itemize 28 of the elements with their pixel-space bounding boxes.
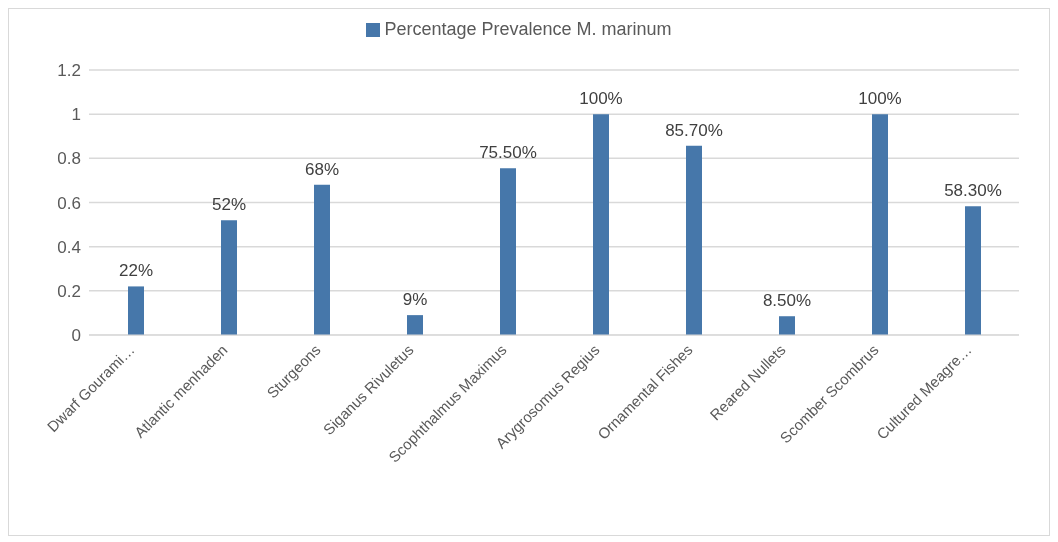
y-tick-label: 1.2 — [57, 61, 81, 81]
y-tick-label: 0.2 — [57, 281, 81, 301]
data-label: 85.70% — [665, 120, 723, 140]
bar — [779, 316, 795, 335]
data-label: 58.30% — [944, 181, 1002, 201]
data-label: 8.50% — [762, 291, 812, 311]
y-tick-label: 0.6 — [57, 193, 81, 213]
bar — [686, 145, 702, 335]
data-label: 75.50% — [479, 143, 537, 163]
bar — [872, 114, 888, 335]
bar — [593, 114, 609, 335]
y-tick-label: 0 — [71, 326, 81, 346]
data-label: 52% — [211, 195, 247, 215]
data-label: 9% — [402, 290, 428, 310]
y-tick-label: 0.4 — [57, 237, 81, 257]
data-label: 100% — [579, 89, 623, 109]
bar — [128, 286, 144, 335]
y-tick-label: 1 — [71, 105, 81, 125]
bar — [314, 184, 330, 335]
y-tick-label: 0.8 — [57, 149, 81, 169]
bar — [407, 315, 423, 335]
data-label: 22% — [118, 261, 154, 281]
data-label: 100% — [858, 89, 902, 109]
bar — [221, 220, 237, 335]
bar — [500, 168, 516, 335]
bar — [965, 206, 981, 335]
data-label: 68% — [304, 159, 340, 179]
legend-label: Percentage Prevalence M. marinum — [384, 19, 672, 39]
